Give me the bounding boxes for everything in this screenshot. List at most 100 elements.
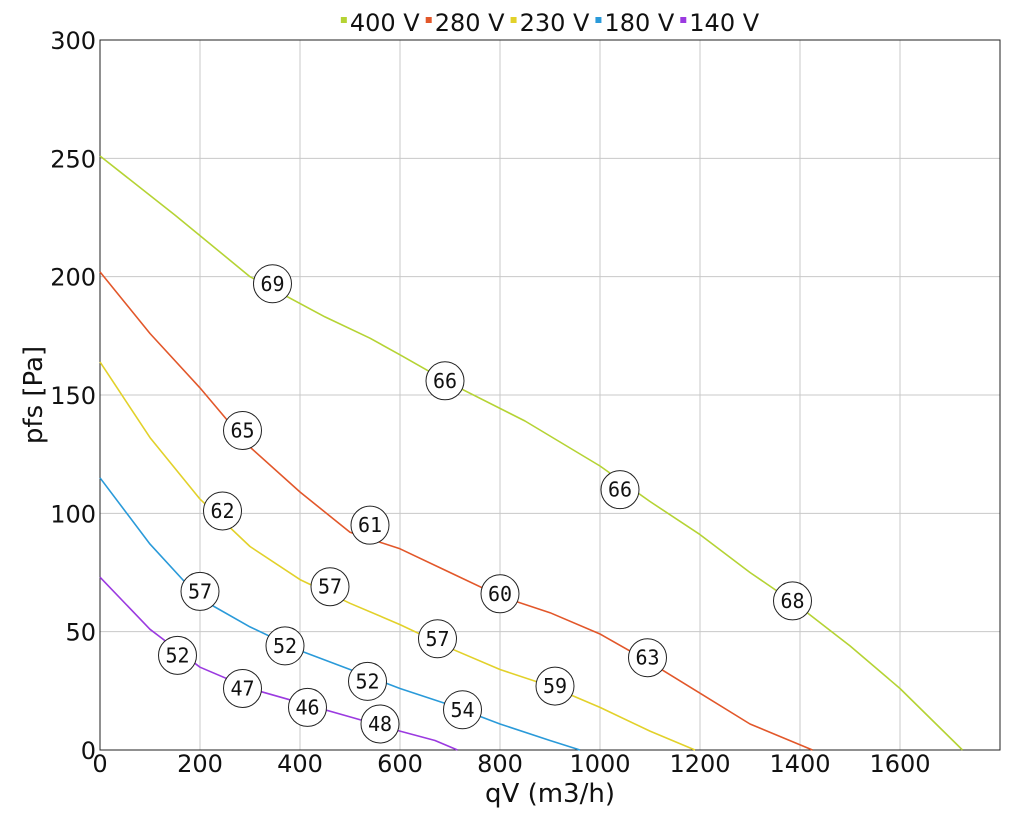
marker-circle bbox=[223, 411, 262, 450]
legend-label: 280 V bbox=[435, 9, 505, 37]
legend-swatch bbox=[340, 17, 347, 23]
marker-label: 54 bbox=[450, 698, 474, 722]
marker-label: 68 bbox=[780, 589, 804, 613]
annotation-marker: 57 bbox=[310, 567, 350, 607]
annotation-marker: 47 bbox=[223, 668, 262, 708]
marker-label: 48 bbox=[368, 712, 392, 736]
marker-label: 59 bbox=[543, 674, 567, 698]
marker-label: 57 bbox=[188, 579, 212, 603]
x-tick-label: 600 bbox=[377, 750, 423, 778]
series-line-180v bbox=[99, 477, 581, 751]
annotation-marker: 65 bbox=[223, 411, 262, 450]
marker-circle bbox=[443, 690, 482, 730]
x-tick-labels: 0 200 400 600 800 1000 1200 1400 1600 bbox=[92, 750, 930, 778]
annotation-marker: 66 bbox=[425, 361, 465, 401]
series-line-280v bbox=[99, 271, 813, 751]
y-tick-labels: 0 50 100 150 200 250 300 bbox=[50, 27, 96, 765]
marker-circle bbox=[265, 626, 305, 666]
marker-circle bbox=[310, 567, 350, 607]
series-line-400v bbox=[99, 155, 964, 751]
marker-circle bbox=[425, 361, 465, 401]
x-tick-label: 200 bbox=[177, 750, 223, 778]
marker-circle bbox=[360, 704, 400, 744]
legend-label: 140 V bbox=[689, 9, 759, 37]
legend: 400 V 280 V 230 V 180 V 140 V bbox=[340, 9, 760, 37]
annotation-markers: 69 66 66 68 65 61 60 63 62 57 57 59 57 52 52 54 52 47 46 48 bbox=[158, 264, 812, 744]
marker-circle bbox=[418, 619, 457, 659]
marker-circle bbox=[773, 581, 812, 621]
marker-circle bbox=[348, 661, 387, 701]
annotation-marker: 66 bbox=[600, 470, 640, 510]
series-lines bbox=[99, 155, 964, 751]
annotation-marker: 54 bbox=[443, 690, 482, 730]
x-tick-label: 400 bbox=[277, 750, 323, 778]
marker-circle bbox=[253, 264, 292, 304]
x-tick-label: 1600 bbox=[869, 750, 930, 778]
y-tick-label: 250 bbox=[50, 145, 96, 173]
marker-circle bbox=[350, 505, 390, 545]
annotation-marker: 63 bbox=[628, 638, 667, 678]
marker-label: 62 bbox=[210, 499, 234, 523]
marker-circle bbox=[600, 470, 640, 510]
legend-item: 280 V bbox=[425, 9, 505, 37]
annotation-marker: 57 bbox=[418, 619, 457, 659]
marker-circle bbox=[288, 687, 327, 727]
legend-label: 400 V bbox=[350, 9, 420, 37]
annotation-marker: 69 bbox=[253, 264, 292, 304]
annotation-marker: 59 bbox=[535, 666, 575, 706]
legend-item: 230 V bbox=[510, 9, 590, 37]
y-tick-label: 0 bbox=[81, 737, 96, 765]
marker-circle bbox=[628, 638, 667, 678]
legend-swatch bbox=[595, 17, 602, 23]
marker-label: 69 bbox=[260, 272, 284, 296]
marker-label: 52 bbox=[355, 669, 379, 693]
y-tick-label: 100 bbox=[50, 500, 96, 528]
marker-circle bbox=[535, 666, 575, 706]
legend-item: 180 V bbox=[595, 9, 675, 37]
x-tick-label: 0 bbox=[92, 750, 107, 778]
legend-item: 400 V bbox=[340, 9, 420, 37]
annotation-marker: 68 bbox=[773, 581, 812, 621]
legend-item: 140 V bbox=[680, 9, 760, 37]
y-tick-label: 200 bbox=[50, 264, 96, 292]
annotation-marker: 52 bbox=[158, 635, 197, 675]
x-tick-label: 1000 bbox=[569, 750, 630, 778]
x-tick-label: 1200 bbox=[669, 750, 730, 778]
marker-circle bbox=[158, 635, 197, 675]
marker-label: 63 bbox=[635, 646, 659, 670]
marker-label: 47 bbox=[230, 676, 254, 700]
y-axis-title: pfs [Pa] bbox=[19, 346, 49, 444]
x-axis-title: qV (m3/h) bbox=[485, 779, 615, 809]
plot-frame bbox=[99, 39, 1001, 751]
annotation-marker: 52 bbox=[348, 661, 387, 701]
legend-swatch bbox=[425, 17, 432, 23]
marker-circle bbox=[180, 571, 220, 611]
marker-label: 65 bbox=[230, 419, 254, 443]
annotation-marker: 57 bbox=[180, 571, 220, 611]
marker-circle bbox=[480, 574, 520, 614]
series-line-230v bbox=[99, 361, 696, 751]
marker-label: 61 bbox=[358, 513, 382, 537]
annotation-marker: 48 bbox=[360, 704, 400, 744]
marker-label: 57 bbox=[318, 575, 342, 599]
marker-label: 57 bbox=[425, 627, 449, 651]
x-tick-label: 800 bbox=[477, 750, 523, 778]
marker-label: 46 bbox=[295, 695, 319, 719]
legend-label: 230 V bbox=[520, 9, 590, 37]
legend-label: 180 V bbox=[604, 9, 674, 37]
annotation-marker: 46 bbox=[288, 687, 327, 727]
annotation-marker: 60 bbox=[480, 574, 520, 614]
legend-swatch bbox=[510, 17, 517, 23]
y-tick-label: 300 bbox=[50, 27, 96, 55]
marker-label: 66 bbox=[608, 478, 632, 502]
marker-circle bbox=[223, 668, 262, 708]
x-tick-label: 1400 bbox=[769, 750, 830, 778]
marker-circle bbox=[203, 491, 242, 531]
annotation-marker: 62 bbox=[203, 491, 242, 531]
marker-label: 60 bbox=[488, 582, 512, 606]
y-tick-label: 50 bbox=[65, 619, 96, 647]
marker-label: 52 bbox=[165, 643, 189, 667]
annotation-marker: 52 bbox=[265, 626, 305, 666]
marker-label: 66 bbox=[433, 369, 457, 393]
